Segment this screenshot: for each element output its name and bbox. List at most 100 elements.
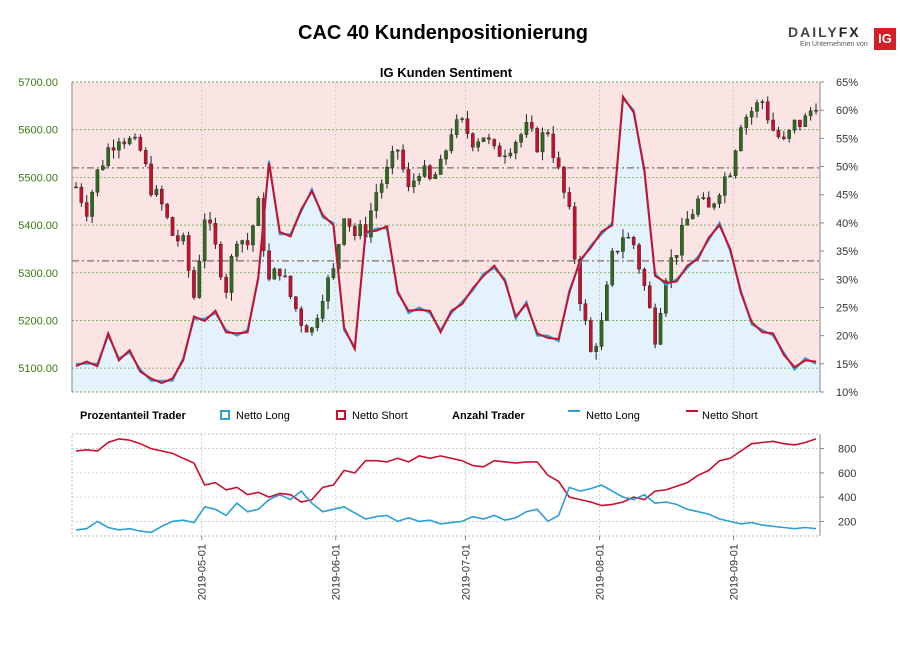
legend-long-label: Netto Long [236,410,290,422]
candle-up [744,116,749,128]
candle-up [438,158,443,175]
candle-down [299,308,304,326]
candle-down [562,166,566,193]
candle-up [342,218,346,245]
candle-up [106,147,110,166]
candle-up [712,203,716,208]
candle-up [235,243,239,257]
candle-up [658,313,663,345]
pct-tick-label: 10% [836,387,858,399]
price-tick-label: 5100.00 [18,363,58,375]
long-area-bg [72,98,820,393]
candle-up [181,235,186,242]
candle-down [111,147,116,151]
candle-up [101,165,105,170]
candle-up [197,260,202,298]
price-tick-label: 5700.00 [18,77,58,89]
candle-up [481,137,486,142]
pct-tick-label: 65% [836,77,858,89]
candle-down [776,130,781,138]
candle-up [685,218,690,226]
date-tick-label: 2019-05-01 [197,544,209,600]
candle-down [637,244,641,270]
candle-up [379,183,384,193]
legend-short-swatch [336,410,346,420]
candle-up [508,152,513,157]
pct-tick-label: 60% [836,105,858,117]
candle-up [519,134,523,143]
candle-down [529,122,534,129]
candle-down [653,307,657,345]
candle-up [664,280,668,314]
candle-down [798,119,802,127]
logo-wordmark: DAILYFX [788,24,861,40]
candle-up [808,110,813,117]
candle-down [347,218,352,227]
candle-down [556,157,561,168]
pct-tick-label: 40% [836,218,858,230]
candle-down [642,269,647,286]
candle-up [272,268,277,280]
pct-tick-label: 35% [836,246,858,258]
candle-up [449,134,454,152]
candle-up [787,129,791,139]
candle-up [803,115,808,127]
count-tick-label: 200 [838,516,856,528]
ig-badge: IG [874,28,896,50]
candle-up [127,138,132,145]
candle-down [487,137,491,140]
candle-up [524,122,529,135]
candle-up [326,277,330,302]
price-tick-label: 5600.00 [18,125,58,137]
candle-down [551,133,556,158]
candle-down [267,250,271,280]
legend-heading-count: Anzahl Trader [452,410,525,422]
candle-up [717,195,722,204]
candle-up [760,101,765,103]
candle-up [133,136,137,139]
pct-tick-label: 45% [836,190,858,202]
candle-up [599,320,604,347]
candle-down [647,285,652,309]
legend-count-long-line [568,410,580,412]
candle-down [186,235,191,271]
candle-down [159,188,164,205]
candle-up [433,174,438,179]
candle-up [513,141,518,154]
candle-down [176,235,180,242]
candle-up [315,318,320,328]
pct-tick-label: 30% [836,274,858,286]
candle-down [782,136,786,139]
candle-down [615,250,620,253]
candle-down [170,217,175,236]
count-net-short-line [75,438,817,507]
candle-down [401,149,405,170]
pct-tick-label: 55% [836,133,858,145]
price-tick-label: 5200.00 [18,315,58,327]
candle-down [631,237,636,246]
candle-down [79,186,84,203]
candle-up [503,155,507,158]
candle-up [154,188,159,196]
candle-up [90,192,94,217]
candle-down [277,268,282,277]
candle-down [572,206,577,260]
candle-up [395,149,400,152]
candle-up [701,197,706,199]
candle-up [733,150,738,176]
candle-up [444,150,448,160]
candle-up [540,132,545,153]
count-tick-label: 800 [838,444,856,456]
candle-down [149,163,153,196]
candle-down [218,244,223,278]
count-tick-label: 600 [838,468,856,480]
legend-long-swatch [220,410,230,420]
candle-down [213,223,218,245]
candle-down [138,136,143,151]
candle-up [390,151,395,168]
candles [74,96,818,360]
candle-up [696,198,700,215]
candle-up [728,175,733,177]
candle-up [621,237,625,252]
